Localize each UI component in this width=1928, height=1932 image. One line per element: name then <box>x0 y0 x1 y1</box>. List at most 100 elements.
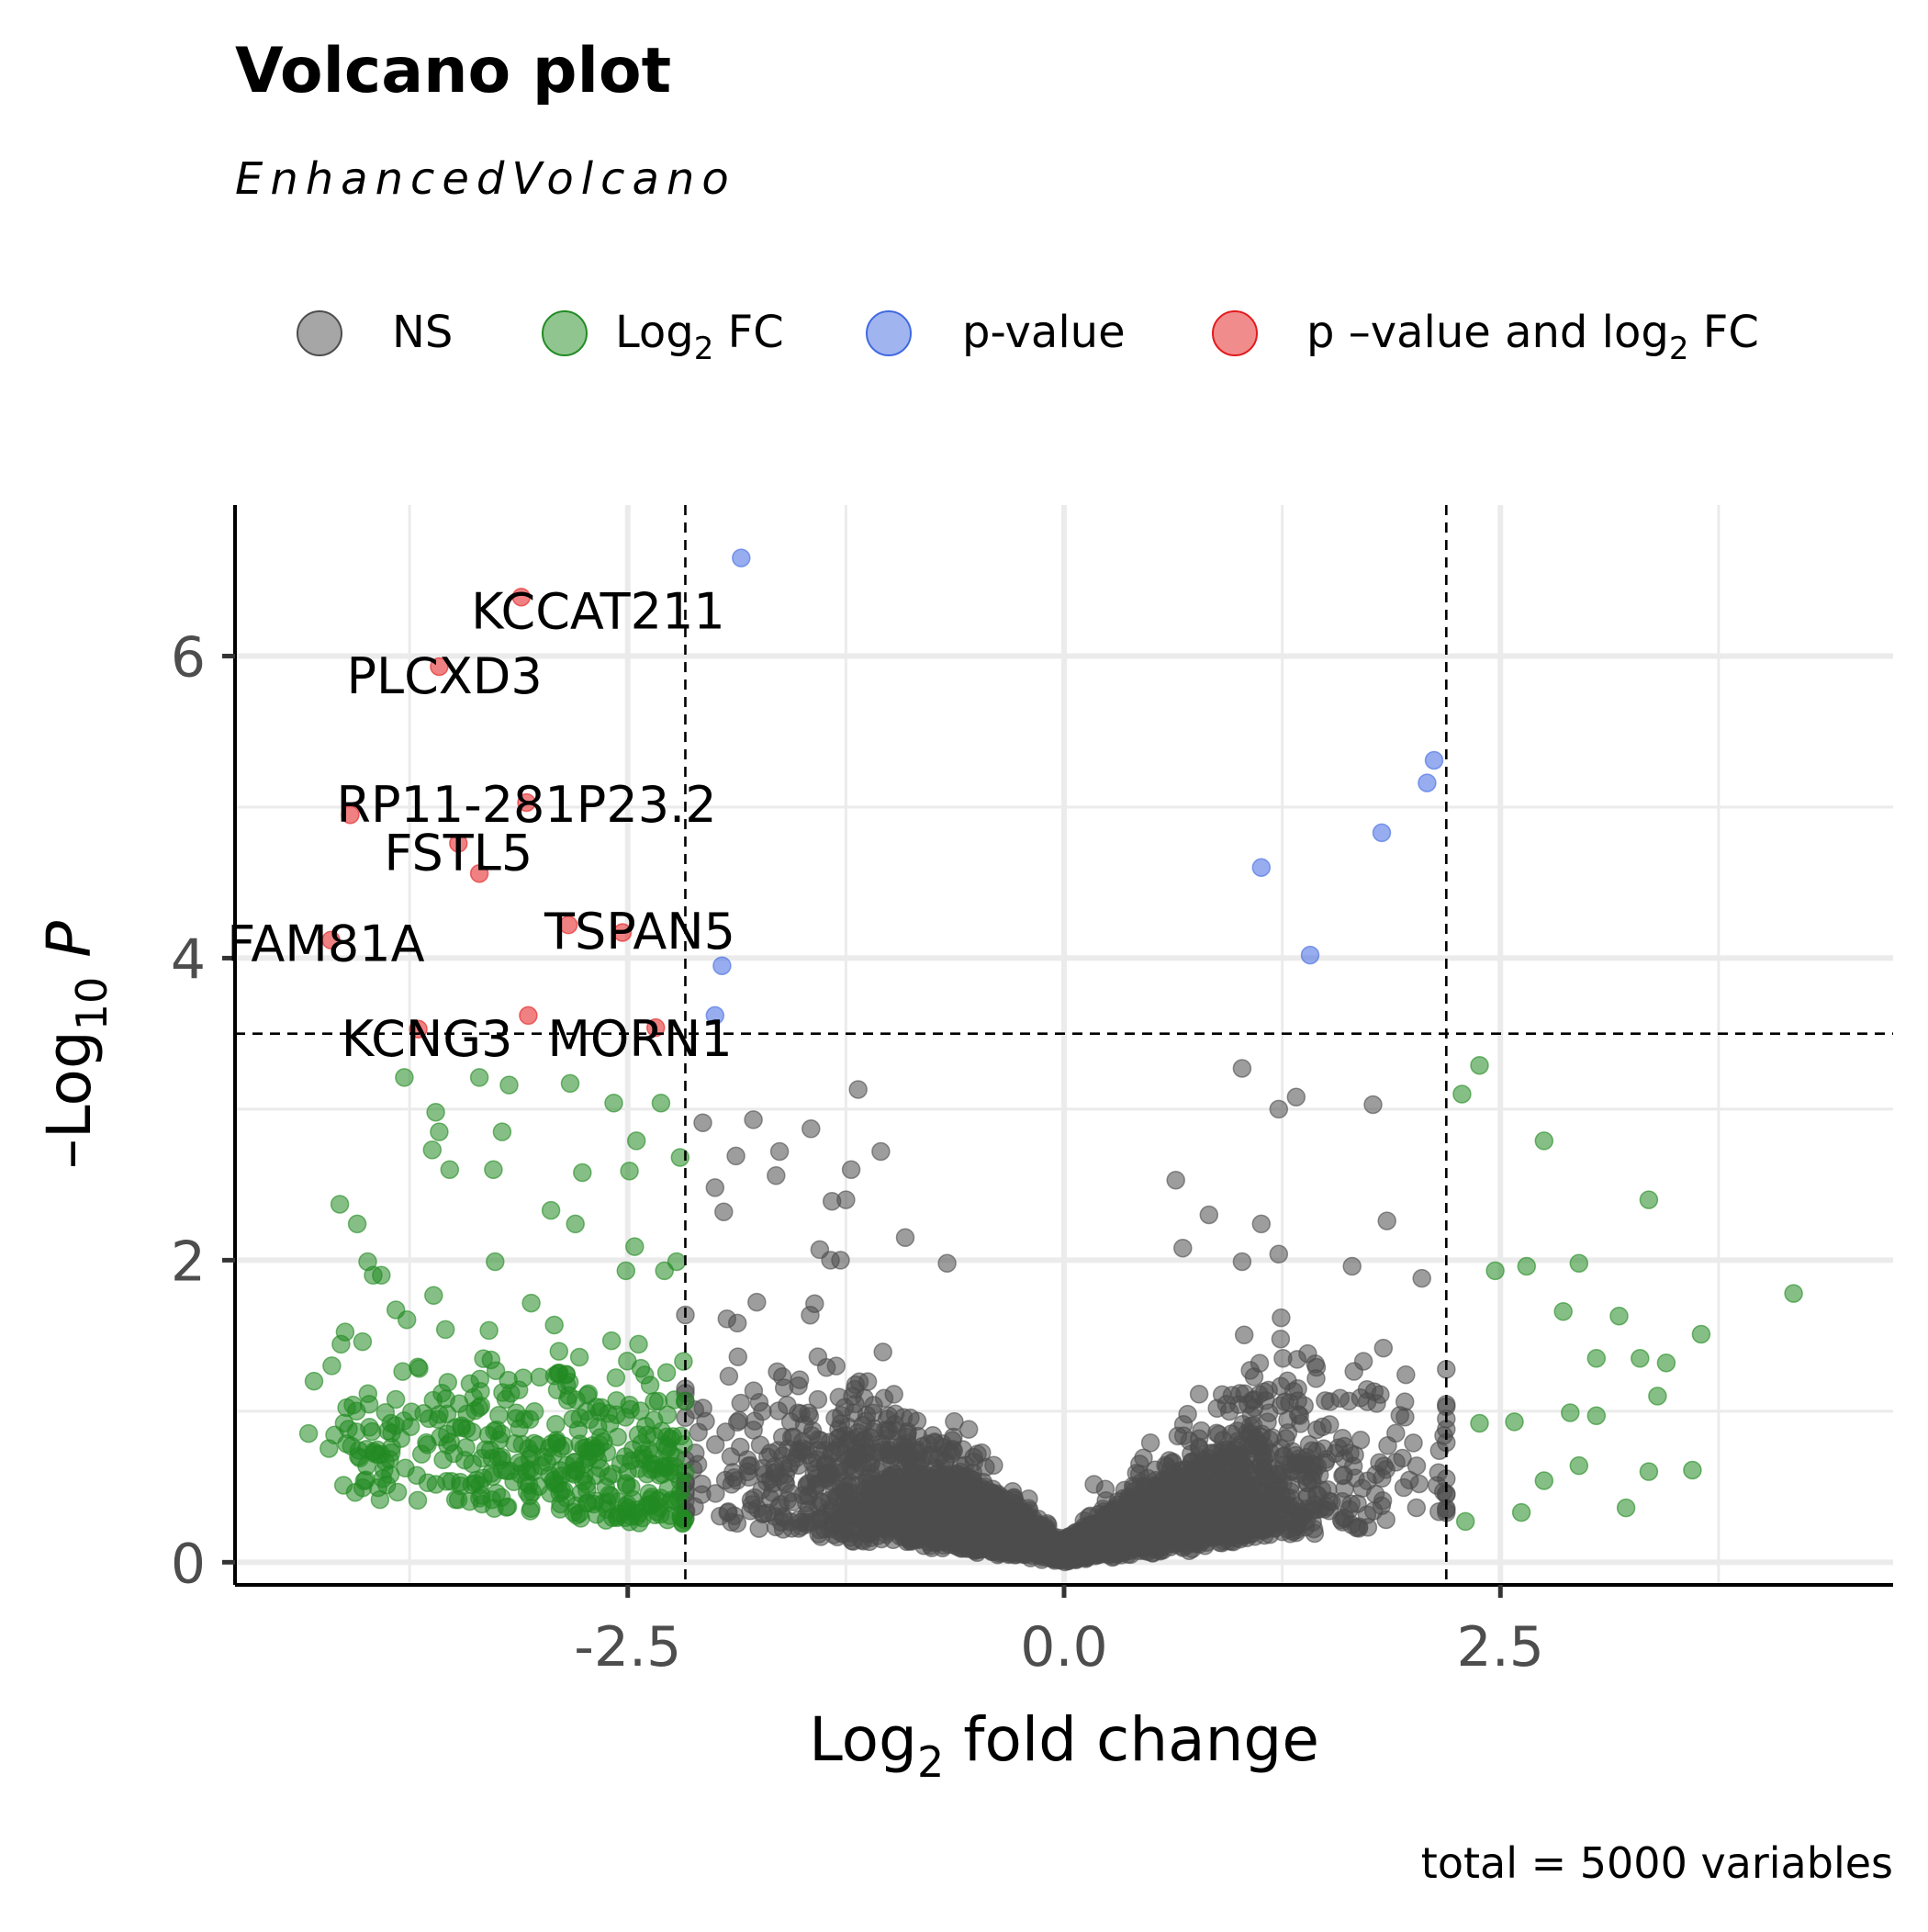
point-p <box>1424 750 1444 770</box>
point-ns <box>811 1492 830 1511</box>
point-ns <box>1138 1502 1158 1522</box>
point-fc <box>426 1475 446 1494</box>
point-fc <box>608 1492 628 1511</box>
point-fc <box>622 1451 641 1470</box>
point-ns <box>873 1342 892 1362</box>
point-ns <box>1376 1510 1396 1530</box>
point-ns <box>1348 1494 1367 1513</box>
point-fc <box>386 1389 406 1410</box>
point-fc <box>304 1371 324 1391</box>
point-ns <box>1258 1515 1278 1534</box>
point-ns <box>692 1485 712 1504</box>
point-fc <box>631 1358 651 1378</box>
point-fc <box>625 1237 645 1256</box>
point-fc <box>409 1357 428 1376</box>
point-fc <box>588 1417 608 1436</box>
point-ns <box>980 1506 1000 1525</box>
point-ns <box>714 1202 734 1221</box>
point-ns <box>891 1443 912 1464</box>
point-fc <box>354 1471 375 1491</box>
point-fc <box>1561 1403 1580 1422</box>
point-fc <box>1569 1455 1589 1476</box>
point-p <box>1300 945 1320 965</box>
point-fc <box>435 1320 455 1340</box>
point-fc <box>407 1466 427 1485</box>
point-ns <box>749 1519 768 1538</box>
point-fc <box>471 1382 490 1401</box>
point-ns <box>1259 1403 1279 1422</box>
point-ns <box>1283 1442 1302 1461</box>
point-fc <box>486 1252 505 1272</box>
point-p_fc <box>645 1017 666 1038</box>
point-ns <box>1317 1497 1337 1517</box>
point-ns <box>1227 1510 1246 1530</box>
y-tick-label: 2 <box>171 1230 206 1294</box>
point-ns <box>841 1160 861 1179</box>
point-p <box>732 548 751 567</box>
point-ns <box>965 1541 984 1561</box>
point-fc <box>460 1491 479 1511</box>
point-ns <box>1396 1365 1416 1385</box>
point-ns <box>1189 1429 1209 1449</box>
point-ns <box>956 1520 976 1540</box>
point-fc <box>1639 1462 1659 1481</box>
point-ns <box>906 1529 925 1549</box>
point-p_fc <box>430 657 449 677</box>
point-ns <box>790 1370 810 1389</box>
point-ns <box>808 1389 828 1410</box>
point-ns <box>854 1483 873 1502</box>
point-fc <box>544 1315 564 1335</box>
legend-label-ns: NS <box>392 307 453 358</box>
point-ns <box>976 1524 996 1544</box>
point-ns <box>1349 1517 1369 1536</box>
point-p <box>705 1005 725 1026</box>
point-fc <box>1485 1261 1505 1281</box>
chart-title: Volcano plot <box>235 35 671 107</box>
point-fc <box>556 1365 577 1385</box>
point-fc <box>469 1068 489 1087</box>
point-ns <box>747 1292 767 1312</box>
point-ns <box>1034 1540 1054 1560</box>
legend-key-ns <box>297 310 342 356</box>
point-fc <box>486 1361 506 1380</box>
legend-key-fc <box>542 310 588 356</box>
point-ns <box>1149 1539 1168 1559</box>
point-fc <box>1691 1324 1711 1344</box>
gene-label: FSTL5 <box>384 825 532 882</box>
point-ns <box>1353 1352 1373 1371</box>
point-ns <box>721 1447 741 1466</box>
point-fc <box>546 1414 566 1434</box>
legend-label-p_fc: p –value and log2 FC <box>1306 307 1759 367</box>
point-ns <box>727 1313 747 1333</box>
point-ns <box>849 1372 869 1391</box>
point-ns <box>774 1378 794 1398</box>
point-ns <box>719 1502 738 1522</box>
point-ns <box>937 1253 957 1273</box>
point-ns <box>1320 1415 1340 1434</box>
point-fc <box>360 1418 379 1437</box>
point-fc <box>651 1094 671 1113</box>
point-ns <box>1178 1404 1197 1424</box>
point-ns <box>1364 1382 1384 1401</box>
point-ns <box>892 1466 913 1487</box>
point-ns <box>1351 1430 1371 1450</box>
point-fc <box>540 1466 560 1485</box>
point-ns <box>1159 1497 1178 1517</box>
point-ns <box>908 1426 928 1446</box>
legend-label-fc: Log2 FC <box>615 307 784 367</box>
point-fc <box>408 1490 428 1511</box>
point-ns <box>1386 1423 1406 1443</box>
gene-label: KCCAT211 <box>471 582 725 640</box>
legend-key-p_fc <box>1212 310 1258 356</box>
point-ns <box>822 1191 842 1211</box>
point-ns <box>1189 1385 1209 1404</box>
point-ns <box>719 1366 739 1387</box>
point-ns <box>799 1403 818 1422</box>
point-fc <box>450 1472 470 1492</box>
point-fc <box>470 1476 489 1495</box>
point-ns <box>1245 1428 1264 1447</box>
point-fc <box>559 1386 578 1406</box>
point-p_fc <box>321 930 341 949</box>
